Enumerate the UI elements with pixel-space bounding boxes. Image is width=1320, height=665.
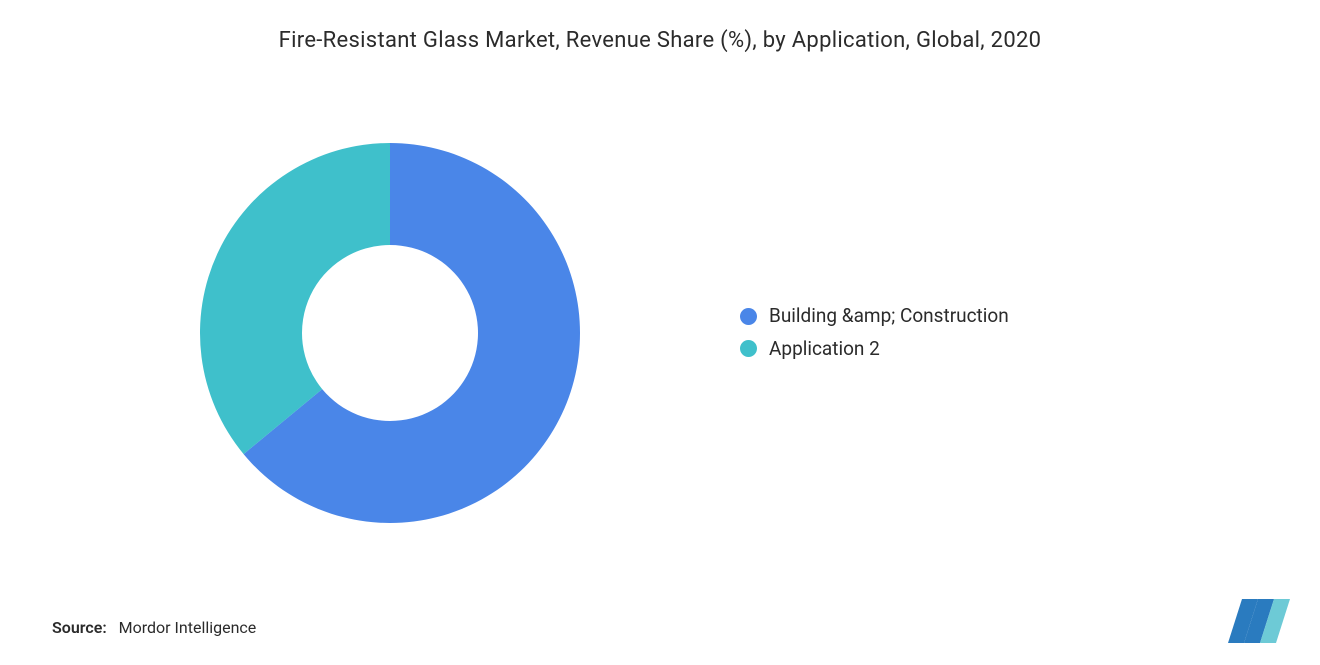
legend-item-1: Application 2 [740,333,1320,365]
donut-container [0,133,640,533]
chart-title: Fire-Resistant Glass Market, Revenue Sha… [0,0,1320,53]
brand-logo [1228,599,1290,647]
donut-slice-1 [200,143,390,454]
legend-label-0: Building &amp; Construction [769,300,1009,332]
chart-area: Building &amp; ConstructionApplication 2 [0,80,1320,585]
source-value: Mordor Intelligence [119,618,257,637]
brand-logo-icon [1228,599,1290,643]
legend-swatch-0 [740,308,757,325]
source-label: Source: [52,618,107,637]
legend: Building &amp; ConstructionApplication 2 [640,300,1320,365]
legend-label-1: Application 2 [769,333,880,365]
legend-item-0: Building &amp; Construction [740,300,1320,332]
donut-chart [190,133,590,533]
legend-swatch-1 [740,340,757,357]
source-footer: Source: Mordor Intelligence [52,618,256,637]
